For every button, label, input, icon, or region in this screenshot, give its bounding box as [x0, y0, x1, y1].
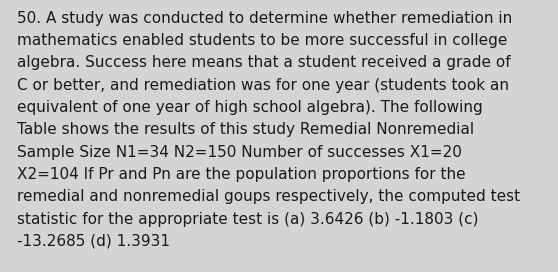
Text: X2=104 If Pr and Pn are the population proportions for the: X2=104 If Pr and Pn are the population p… — [17, 167, 465, 182]
Text: Table shows the results of this study Remedial Nonremedial: Table shows the results of this study Re… — [17, 122, 474, 137]
Text: C or better, and remediation was for one year (students took an: C or better, and remediation was for one… — [17, 78, 509, 93]
Text: remedial and nonremedial goups respectively, the computed test: remedial and nonremedial goups respectiv… — [17, 189, 520, 204]
Text: Sample Size N1=34 N2=150 Number of successes X1=20: Sample Size N1=34 N2=150 Number of succe… — [17, 145, 461, 160]
Text: 50. A study was conducted to determine whether remediation in: 50. A study was conducted to determine w… — [17, 11, 512, 26]
Text: statistic for the appropriate test is (a) 3.6426 (b) -1.1803 (c): statistic for the appropriate test is (a… — [17, 212, 478, 227]
Text: equivalent of one year of high school algebra). The following: equivalent of one year of high school al… — [17, 100, 483, 115]
Text: mathematics enabled students to be more successful in college: mathematics enabled students to be more … — [17, 33, 507, 48]
Text: -13.2685 (d) 1.3931: -13.2685 (d) 1.3931 — [17, 234, 170, 249]
Text: algebra. Success here means that a student received a grade of: algebra. Success here means that a stude… — [17, 55, 511, 70]
